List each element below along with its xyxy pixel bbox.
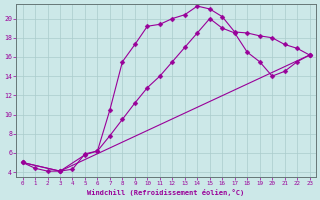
X-axis label: Windchill (Refroidissement éolien,°C): Windchill (Refroidissement éolien,°C) (87, 189, 245, 196)
